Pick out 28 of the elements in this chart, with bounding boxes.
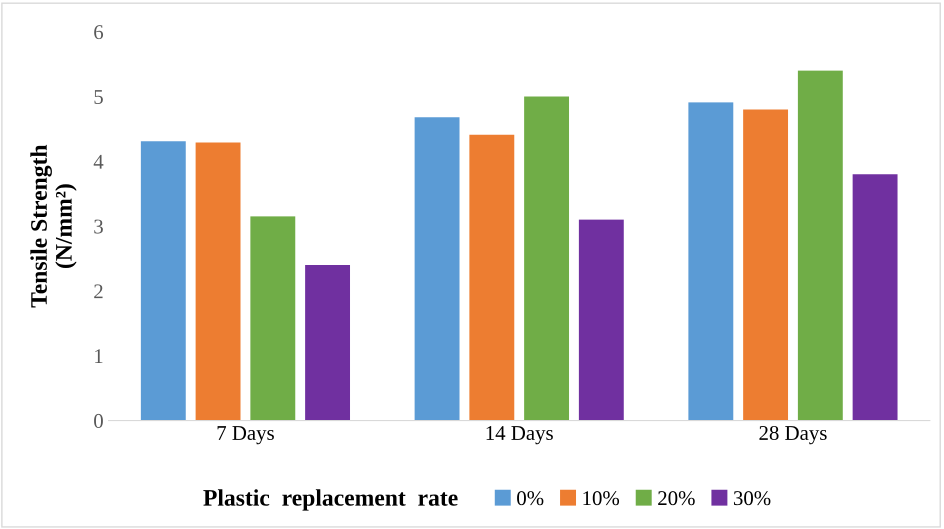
y-tick-label: 4 — [94, 154, 104, 169]
bar — [414, 117, 460, 421]
legend-label: 30% — [734, 491, 770, 506]
bar — [688, 102, 734, 421]
bar — [196, 142, 241, 421]
y-tick-label: 5 — [94, 90, 103, 104]
bar — [305, 265, 350, 421]
x-tick-label: 7 Days — [218, 426, 274, 444]
y-tick-label: 1 — [95, 349, 102, 363]
legend-title: Plastic replacement rate — [203, 489, 458, 511]
y-tick-label: 3 — [94, 220, 103, 234]
bar — [578, 220, 624, 421]
bar — [798, 70, 843, 421]
bar — [250, 216, 296, 421]
bar — [852, 174, 898, 421]
y-tick-label: 0 — [94, 414, 103, 428]
bar — [140, 141, 186, 421]
legend-label: 10% — [583, 491, 620, 506]
y-tick-label: 6 — [94, 25, 104, 40]
x-tick-label: 28 Days — [759, 426, 827, 444]
legend-label: 0% — [517, 491, 544, 506]
bar — [524, 96, 570, 421]
y-tick-label: 2 — [94, 284, 103, 298]
x-tick-label: 14 Days — [486, 426, 553, 444]
legend-label: 20% — [658, 491, 695, 506]
bar — [469, 134, 514, 421]
y-axis-title: Tensile Strength (N/mm²) — [30, 144, 77, 308]
bar — [743, 110, 788, 421]
